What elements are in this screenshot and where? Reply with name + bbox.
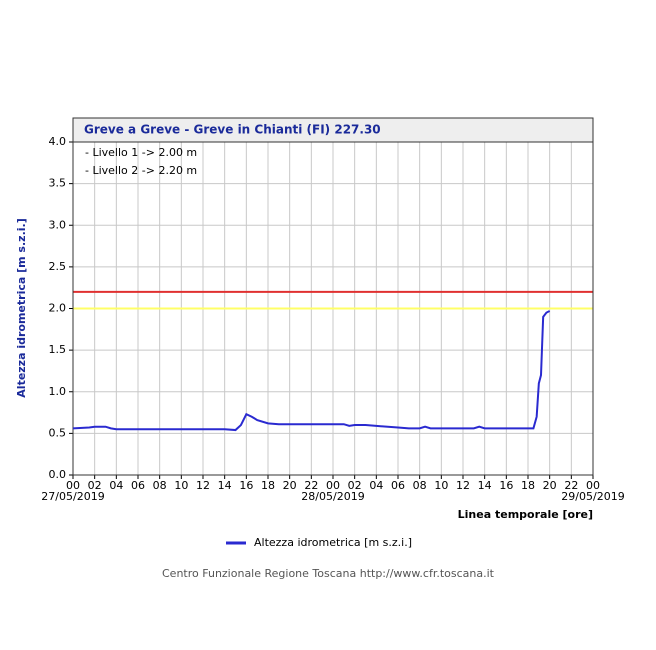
x-tick-label: 20 — [283, 479, 297, 492]
x-tick-label: 12 — [196, 479, 210, 492]
y-tick-label: 0.0 — [49, 468, 67, 481]
data-line — [72, 310, 551, 432]
x-tick-label: 12 — [456, 479, 470, 492]
x-tick-label: 04 — [109, 479, 123, 492]
y-tick-label: 1.0 — [49, 385, 67, 398]
x-tick-label: 22 — [304, 479, 318, 492]
x-tick-label: 22 — [564, 479, 578, 492]
date-label: 28/05/2019 — [301, 490, 364, 503]
x-tick-label: 14 — [478, 479, 492, 492]
legend-label: Altezza idrometrica [m s.z.i.] — [254, 536, 412, 549]
x-tick-label: 08 — [153, 479, 167, 492]
x-tick-label: 10 — [174, 479, 188, 492]
x-tick-label: 00 — [326, 479, 340, 492]
x-tick-label: 18 — [521, 479, 535, 492]
x-tick-label: 16 — [499, 479, 513, 492]
x-tick-label: 06 — [131, 479, 145, 492]
y-tick-label: 2.5 — [49, 260, 67, 273]
x-tick-label: 16 — [239, 479, 253, 492]
title-box — [72, 117, 594, 143]
x-axis-label: Linea temporale [ore] — [458, 508, 593, 521]
x-tick-label: 04 — [369, 479, 383, 492]
y-tick-label: 3.0 — [49, 218, 67, 231]
date-label: 27/05/2019 — [41, 490, 104, 503]
y-tick-label: 2.0 — [49, 302, 67, 315]
x-tick-label: 10 — [434, 479, 448, 492]
y-axis-label: Altezza idrometrica [m s.z.i.] — [15, 218, 28, 397]
x-tick-label: 20 — [543, 479, 557, 492]
y-tick-label: 4.0 — [49, 135, 67, 148]
chart-title: Greve a Greve - Greve in Chianti (FI) 22… — [84, 123, 381, 137]
y-tick-label: 0.5 — [49, 426, 67, 439]
threshold-label: - Livello 2 -> 2.20 m — [85, 164, 197, 177]
x-tick-label: 00 — [66, 479, 80, 492]
x-tick-label: 02 — [88, 479, 102, 492]
x-tick-label: 06 — [391, 479, 405, 492]
plot-border — [72, 141, 594, 476]
x-tick-label: 08 — [413, 479, 427, 492]
date-label: 29/05/2019 — [561, 490, 624, 503]
y-tick-label: 3.5 — [49, 177, 67, 190]
x-tick-label: 14 — [218, 479, 232, 492]
y-tick-label: 1.5 — [49, 343, 67, 356]
x-tick-label: 00 — [586, 479, 600, 492]
x-tick-label: 02 — [348, 479, 362, 492]
threshold-label: - Livello 1 -> 2.00 m — [85, 146, 197, 159]
footer: Centro Funzionale Regione Toscana http:/… — [162, 567, 495, 580]
x-tick-label: 18 — [261, 479, 275, 492]
